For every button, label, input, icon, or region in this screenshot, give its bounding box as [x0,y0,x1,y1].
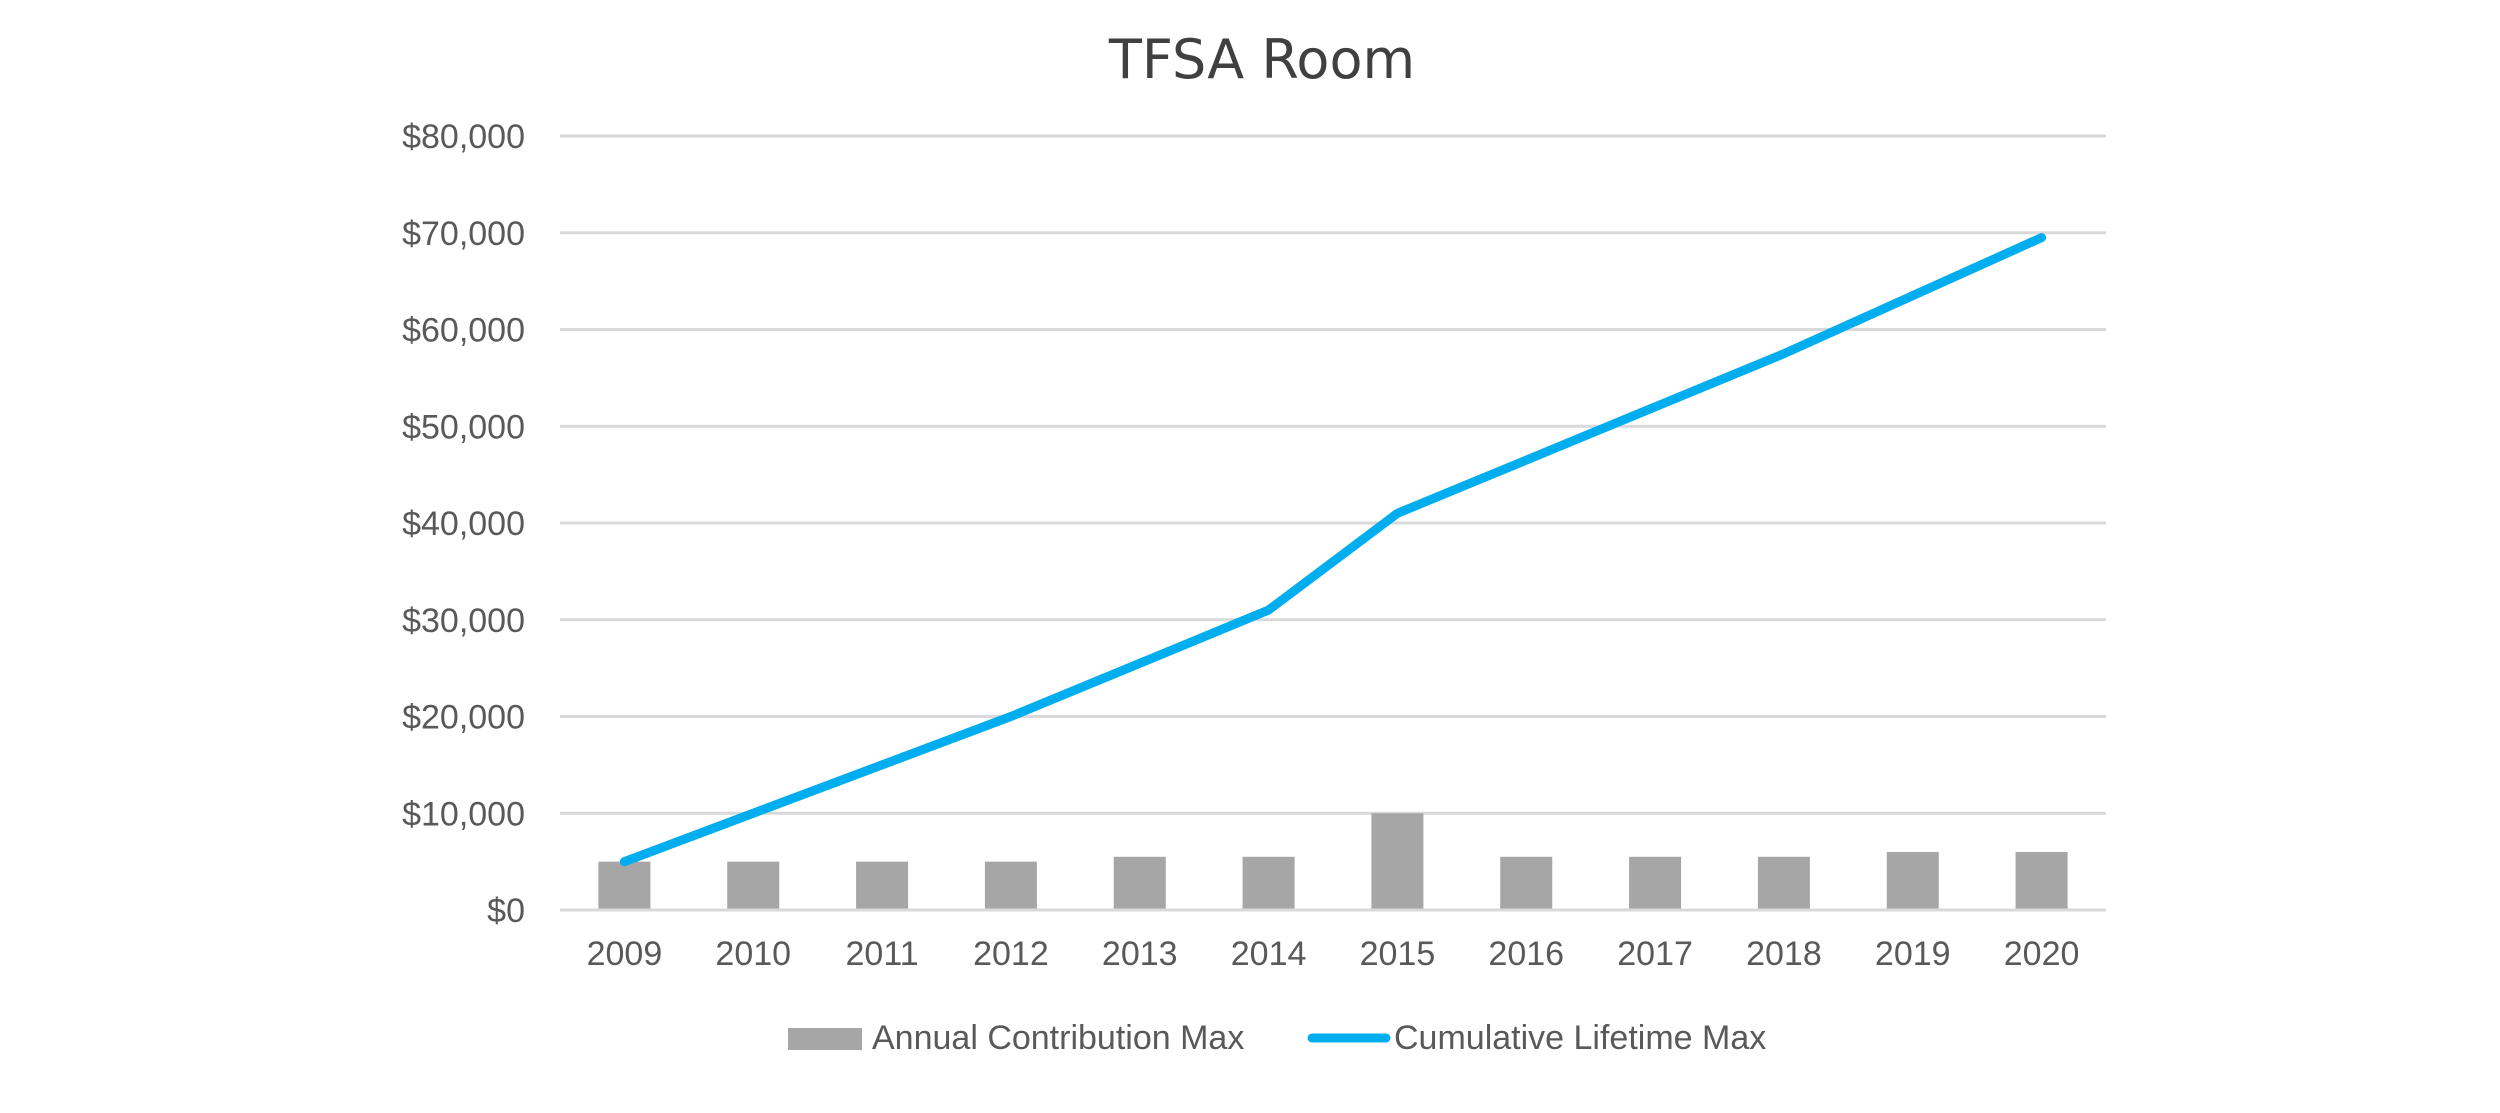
bar-2012 [984,861,1037,910]
x-tick-label: 2011 [846,935,919,973]
x-tick-label: 2017 [1617,935,1693,973]
y-tick-label: $60,000 [402,312,525,350]
y-tick-label: $10,000 [402,795,525,833]
line-cumulative-lifetime-max [619,233,2047,867]
bar-2013 [1113,856,1166,910]
bar-2014 [1242,856,1295,910]
bar-2020 [2015,851,2068,910]
bar-2015 [1371,813,1424,910]
bar-2009 [598,861,651,910]
legend-swatch-annual-contribution-max [788,1028,862,1050]
bar-2010 [727,861,780,910]
x-tick-label: 2019 [1875,935,1951,973]
bar-2011 [856,861,909,910]
legend-label-annual-contribution-max: Annual Contribution Max [872,1019,1244,1057]
chart-title: TFSA Room [1108,28,1415,91]
x-tick-label: 2012 [973,935,1049,973]
y-tick-label: $70,000 [402,215,525,253]
bar-2016 [1500,856,1553,910]
y-tick-label: $40,000 [402,505,525,543]
y-tick-label: $0 [487,892,525,930]
x-tick-label: 2010 [715,935,791,973]
bar-series-annual-contribution-max [598,813,2068,910]
x-tick-label: 2015 [1360,935,1436,973]
line-series-cumulative-lifetime-max [619,233,2047,867]
bar-2017 [1629,856,1682,910]
x-tick-label: 2014 [1231,935,1307,973]
x-tick-label: 2009 [587,935,663,973]
gridlines [560,134,2106,815]
y-tick-label: $80,000 [402,118,525,156]
x-tick-label: 2016 [1488,935,1564,973]
y-axis: $0 $10,000 $20,000 $30,000 $40,000 $50,000 $60… [402,118,525,930]
x-tick-label: 2018 [1746,935,1822,973]
bar-2019 [1886,851,1939,910]
y-tick-label: $30,000 [402,602,525,640]
y-tick-label: $20,000 [402,699,525,737]
x-tick-label: 2013 [1102,935,1178,973]
bar-2018 [1757,856,1810,910]
y-tick-label: $50,000 [402,408,525,446]
legend: Annual Contribution Max Cumulative Lifet… [788,1019,1766,1057]
x-tick-label: 2020 [2004,935,2080,973]
x-axis: 2009 2010 2011 2012 2013 2014 2015 2016 2017 2018… [587,935,2080,973]
legend-label-cumulative-lifetime-max: Cumulative Lifetime Max [1394,1019,1766,1057]
